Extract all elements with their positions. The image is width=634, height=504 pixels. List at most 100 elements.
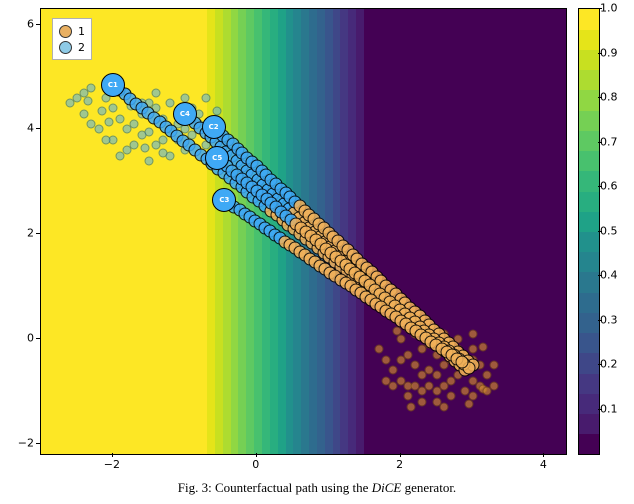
scatter-point	[490, 381, 499, 390]
y-tick-mark	[36, 24, 40, 25]
scatter-point	[116, 114, 125, 123]
y-tick-label: 6	[2, 17, 34, 30]
legend-marker	[59, 25, 72, 38]
scatter-point	[65, 99, 74, 108]
scatter-point	[108, 104, 117, 113]
colorbar-segment	[579, 191, 599, 212]
scatter-point	[482, 371, 491, 380]
colorbar-segment	[579, 9, 599, 30]
colorbar-segment	[579, 232, 599, 253]
colorbar-tick-label: 0.3	[600, 313, 618, 326]
colorbar-segment	[579, 130, 599, 151]
scatter-plot: C1C4C2C5C3	[40, 8, 567, 455]
scatter-point	[389, 381, 398, 390]
colorbar-tick-mark	[598, 186, 602, 187]
scatter-point	[382, 376, 391, 385]
scatter-point	[464, 400, 473, 409]
scatter-point	[403, 350, 412, 359]
scatter-point	[403, 392, 412, 401]
cf-marker	[101, 73, 125, 97]
y-tick-label: 4	[2, 122, 34, 135]
colorbar-segment	[579, 110, 599, 131]
x-tick-label: 4	[540, 458, 547, 471]
colorbar-tick-label: 0.5	[600, 224, 618, 237]
scatter-point	[468, 345, 477, 354]
colorbar-segment	[579, 373, 599, 394]
scatter-point	[166, 99, 175, 108]
cf-marker	[205, 146, 229, 170]
x-tick-label: 0	[252, 458, 259, 471]
y-tick-mark	[36, 128, 40, 129]
legend-item: 2	[59, 39, 85, 55]
scatter-point	[152, 88, 161, 97]
cf-marker	[173, 102, 197, 126]
scatter-point	[141, 143, 150, 152]
colorbar-segment	[579, 90, 599, 111]
colorbar-segment	[579, 252, 599, 273]
scatter-point	[80, 109, 89, 118]
legend-item: 1	[59, 23, 85, 39]
scatter-point	[432, 387, 441, 396]
caption-text: Fig. 3: Counterfactual path using the Di…	[178, 480, 456, 495]
scatter-point	[389, 366, 398, 375]
scatter-point	[468, 329, 477, 338]
colorbar-segment	[579, 414, 599, 435]
legend-marker	[59, 41, 72, 54]
colorbar-tick-label: 0.7	[600, 135, 618, 148]
scatter-point	[144, 156, 153, 165]
scatter-point	[98, 107, 107, 116]
scatter-point	[94, 125, 103, 134]
colorbar-tick-label: 0.4	[600, 269, 618, 282]
colorbar-tick-label: 1.0	[600, 2, 618, 15]
scatter-point	[130, 141, 139, 150]
colorbar-tick-label: 0.8	[600, 91, 618, 104]
x-tick-mark	[543, 453, 544, 457]
colorbar-tick-mark	[598, 231, 602, 232]
scatter-point	[83, 96, 92, 105]
colorbar-tick-mark	[598, 409, 602, 410]
scatter-point	[407, 402, 416, 411]
colorbar-tick-mark	[598, 53, 602, 54]
scatter-point	[375, 345, 384, 354]
colorbar-tick-mark	[598, 97, 602, 98]
scatter-point	[432, 371, 441, 380]
colorbar-tick-mark	[598, 142, 602, 143]
colorbar-segment	[579, 272, 599, 293]
scatter-point	[87, 120, 96, 129]
y-tick-label: 2	[2, 227, 34, 240]
x-tick-label: −2	[104, 458, 120, 471]
scatter-point	[479, 342, 488, 351]
scatter-point	[382, 355, 391, 364]
cf-marker	[212, 188, 236, 212]
cf-marker	[202, 115, 226, 139]
scatter-point	[130, 120, 139, 129]
y-tick-label: −2	[2, 436, 34, 449]
scatter-point	[425, 381, 434, 390]
scatter-point	[446, 392, 455, 401]
legend: 12	[52, 18, 92, 60]
scatter-point	[410, 381, 419, 390]
figure-caption: Fig. 3: Counterfactual path using the Di…	[0, 480, 634, 496]
colorbar-segment	[579, 434, 599, 455]
scatter-point	[439, 402, 448, 411]
y-tick-mark	[36, 443, 40, 444]
colorbar-tick-label: 0.9	[600, 46, 618, 59]
y-tick-mark	[36, 233, 40, 234]
colorbar-segment	[579, 171, 599, 192]
scatter-point	[116, 151, 125, 160]
colorbar-tick-label: 0.2	[600, 358, 618, 371]
scatter-point	[410, 361, 419, 370]
x-tick-mark	[400, 453, 401, 457]
scatter-point	[159, 148, 168, 157]
colorbar-tick-label: 0.1	[600, 402, 618, 415]
scatter-point	[418, 397, 427, 406]
colorbar-segment	[579, 312, 599, 333]
bg-right	[372, 9, 566, 454]
x-tick-label: 2	[396, 458, 403, 471]
path-point	[455, 356, 468, 369]
colorbar-segment	[579, 151, 599, 172]
colorbar-segment	[579, 211, 599, 232]
figure: C1C4C2C5C3 12 Fig. 3: Counterfactual pat…	[0, 0, 634, 504]
scatter-point	[418, 371, 427, 380]
colorbar-segment	[579, 353, 599, 374]
